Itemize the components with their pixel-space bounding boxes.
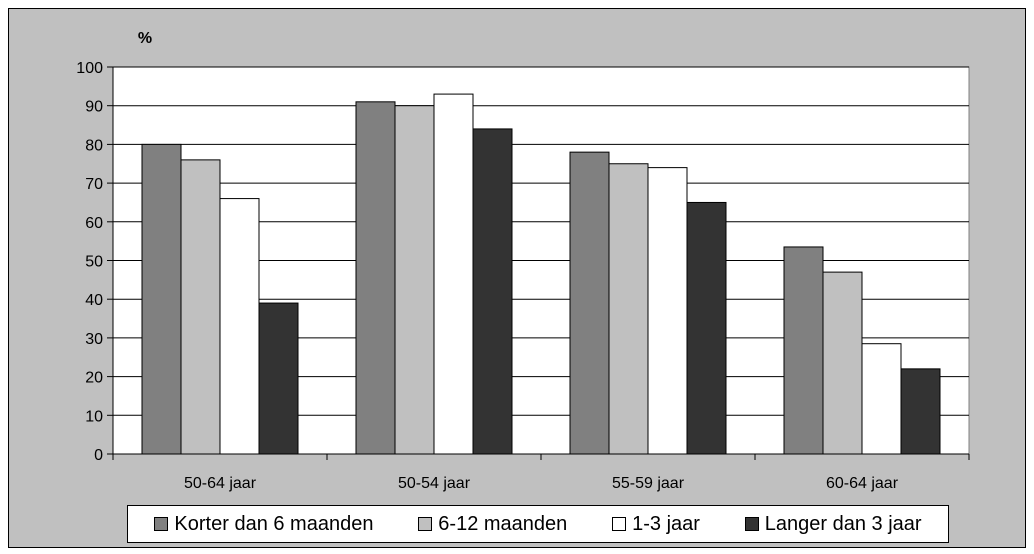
legend-item-korter: Korter dan 6 maanden	[154, 513, 373, 536]
bar	[355, 101, 396, 455]
y-tick-label: 20	[85, 370, 103, 387]
legend-label-6-12: 6-12 maanden	[438, 512, 568, 535]
legend-swatch-6-12	[418, 517, 433, 531]
y-tick-label: 80	[85, 137, 103, 154]
y-tick-label: 10	[85, 408, 103, 425]
bar	[433, 93, 474, 455]
bar	[647, 167, 688, 455]
bar	[608, 163, 649, 455]
bar	[686, 201, 727, 455]
legend-item-6-12: 6-12 maanden	[418, 513, 567, 536]
x-tick-label: 50-54 jaar	[398, 475, 471, 492]
y-tick-label: 30	[85, 331, 103, 348]
y-tick-label: 40	[85, 292, 103, 309]
y-axis-label: %	[138, 30, 152, 47]
y-tick-label: 70	[85, 176, 103, 193]
bar	[180, 159, 221, 455]
legend-label-korter: Korter dan 6 maanden	[174, 512, 374, 535]
y-tick-label: 100	[76, 60, 103, 77]
legend-swatch-1-3	[612, 517, 627, 531]
legend-label-1-3: 1-3 jaar	[632, 512, 700, 535]
bar	[258, 302, 299, 455]
x-tick-label: 55-59 jaar	[612, 475, 685, 492]
legend-swatch-korter	[154, 517, 169, 531]
x-tick-label: 50-64 jaar	[184, 475, 257, 492]
legend-item-1-3: 1-3 jaar	[612, 513, 700, 536]
y-tick-label: 50	[85, 254, 103, 271]
y-tick-label: 60	[85, 215, 103, 232]
bar	[394, 105, 435, 455]
y-tick-label: 0	[94, 447, 103, 464]
bar	[900, 368, 941, 455]
bar	[219, 198, 260, 455]
x-tick-label: 60-64 jaar	[826, 475, 899, 492]
bar	[861, 343, 902, 455]
legend: Korter dan 6 maanden 6-12 maanden 1-3 ja…	[127, 505, 949, 543]
legend-label-langer: Langer dan 3 jaar	[764, 512, 922, 535]
bar	[472, 128, 513, 455]
bar	[822, 271, 863, 455]
bar	[141, 143, 182, 455]
y-tick-label: 90	[85, 99, 103, 116]
bar	[783, 246, 824, 455]
legend-swatch-langer	[744, 517, 759, 531]
bar	[569, 151, 610, 455]
legend-item-langer: Langer dan 3 jaar	[744, 512, 922, 536]
